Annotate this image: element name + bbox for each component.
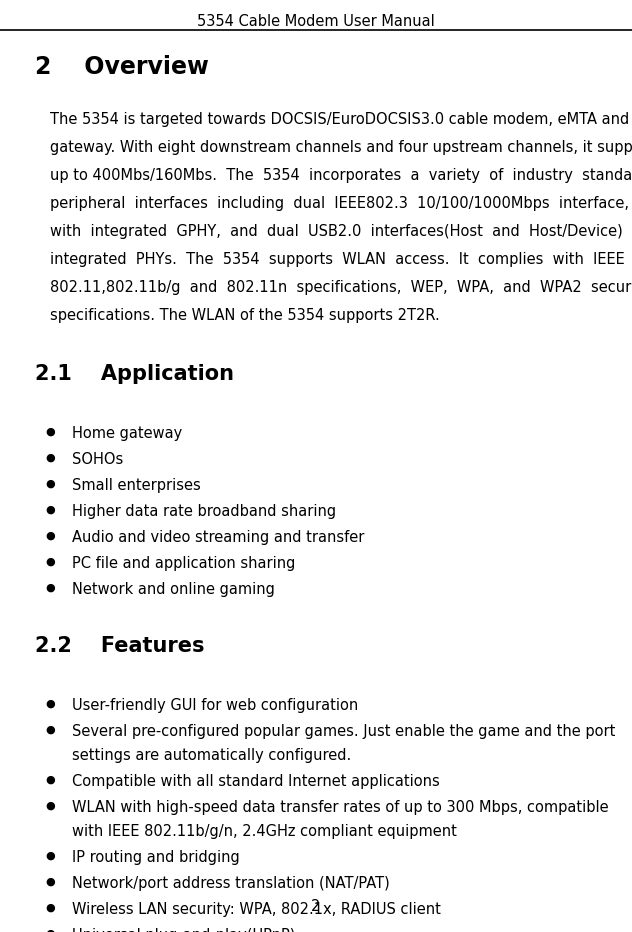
Text: 5354 Cable Modem User Manual: 5354 Cable Modem User Manual bbox=[197, 14, 435, 29]
Text: Compatible with all standard Internet applications: Compatible with all standard Internet ap… bbox=[72, 774, 440, 789]
Text: SOHOs: SOHOs bbox=[72, 452, 123, 467]
Text: integrated  PHYs.  The  5354  supports  WLAN  access.  It  complies  with  IEEE: integrated PHYs. The 5354 supports WLAN … bbox=[50, 252, 625, 267]
Text: ●: ● bbox=[45, 479, 55, 489]
Text: Higher data rate broadband sharing: Higher data rate broadband sharing bbox=[72, 504, 336, 519]
Text: ●: ● bbox=[45, 851, 55, 861]
Text: The 5354 is targeted towards DOCSIS/EuroDOCSIS3.0 cable modem, eMTA and: The 5354 is targeted towards DOCSIS/Euro… bbox=[50, 112, 629, 127]
Text: ●: ● bbox=[45, 557, 55, 567]
Text: PC file and application sharing: PC file and application sharing bbox=[72, 556, 295, 571]
Text: IP routing and bridging: IP routing and bridging bbox=[72, 850, 240, 865]
Text: ●: ● bbox=[45, 583, 55, 593]
Text: ●: ● bbox=[45, 505, 55, 515]
Text: 2.1    Application: 2.1 Application bbox=[35, 364, 234, 384]
Text: gateway. With eight downstream channels and four upstream channels, it supports: gateway. With eight downstream channels … bbox=[50, 140, 632, 155]
Text: settings are automatically configured.: settings are automatically configured. bbox=[72, 748, 351, 763]
Text: ●: ● bbox=[45, 903, 55, 913]
Text: WLAN with high-speed data transfer rates of up to 300 Mbps, compatible: WLAN with high-speed data transfer rates… bbox=[72, 800, 609, 815]
Text: 2    Overview: 2 Overview bbox=[35, 55, 209, 79]
Text: Wireless LAN security: WPA, 802.1x, RADIUS client: Wireless LAN security: WPA, 802.1x, RADI… bbox=[72, 902, 441, 917]
Text: specifications. The WLAN of the 5354 supports 2T2R.: specifications. The WLAN of the 5354 sup… bbox=[50, 308, 440, 323]
Text: Home gateway: Home gateway bbox=[72, 426, 182, 441]
Text: with IEEE 802.11b/g/n, 2.4GHz compliant equipment: with IEEE 802.11b/g/n, 2.4GHz compliant … bbox=[72, 824, 457, 839]
Text: ●: ● bbox=[45, 531, 55, 541]
Text: Several pre-configured popular games. Just enable the game and the port: Several pre-configured popular games. Ju… bbox=[72, 724, 616, 739]
Text: with  integrated  GPHY,  and  dual  USB2.0  interfaces(Host  and  Host/Device)  : with integrated GPHY, and dual USB2.0 in… bbox=[50, 224, 632, 239]
Text: ●: ● bbox=[45, 453, 55, 463]
Text: 802.11,802.11b/g  and  802.11n  specifications,  WEP,  WPA,  and  WPA2  security: 802.11,802.11b/g and 802.11n specificati… bbox=[50, 280, 632, 295]
Text: Small enterprises: Small enterprises bbox=[72, 478, 201, 493]
Text: peripheral  interfaces  including  dual  IEEE802.3  10/100/1000Mbps  interface, : peripheral interfaces including dual IEE… bbox=[50, 196, 632, 211]
Text: ●: ● bbox=[45, 801, 55, 811]
Text: 2.2    Features: 2.2 Features bbox=[35, 636, 205, 656]
Text: ●: ● bbox=[45, 929, 55, 932]
Text: ●: ● bbox=[45, 877, 55, 887]
Text: ●: ● bbox=[45, 775, 55, 785]
Text: 2: 2 bbox=[312, 899, 320, 914]
Text: ●: ● bbox=[45, 699, 55, 709]
Text: ●: ● bbox=[45, 725, 55, 735]
Text: Network and online gaming: Network and online gaming bbox=[72, 582, 275, 597]
Text: Audio and video streaming and transfer: Audio and video streaming and transfer bbox=[72, 530, 365, 545]
Text: Network/port address translation (NAT/PAT): Network/port address translation (NAT/PA… bbox=[72, 876, 390, 891]
Text: Universal plug-and-play(UPnP): Universal plug-and-play(UPnP) bbox=[72, 928, 295, 932]
Text: User-friendly GUI for web configuration: User-friendly GUI for web configuration bbox=[72, 698, 358, 713]
Text: up to 400Mbs/160Mbs.  The  5354  incorporates  a  variety  of  industry  standar: up to 400Mbs/160Mbs. The 5354 incorporat… bbox=[50, 168, 632, 183]
Text: ●: ● bbox=[45, 427, 55, 437]
